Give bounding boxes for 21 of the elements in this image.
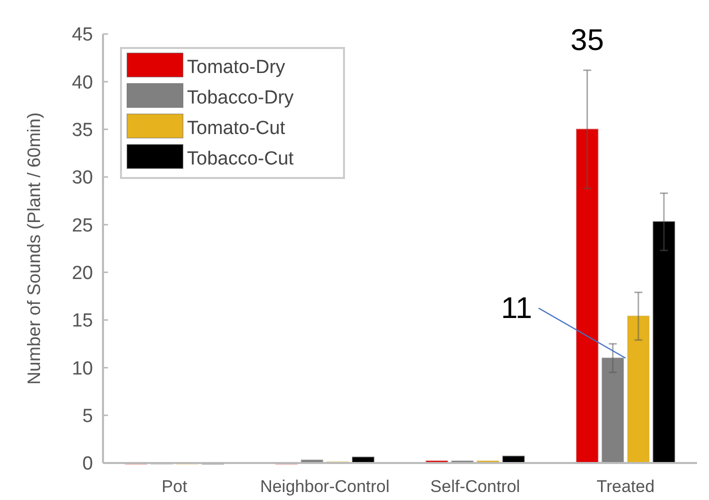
y-tick-label: 20 [72,262,93,284]
x-tick-label: Neighbor-Control [260,477,390,496]
legend-label: Tomato-Cut [187,118,286,139]
y-tick-label: 25 [72,215,93,236]
y-tick-label: 10 [72,358,93,380]
legend-label: Tobacco-Dry [187,88,294,108]
y-tick-label: 40 [72,72,93,94]
legend-label: Tobacco-Cut [187,148,294,170]
annotation: 35 [570,24,604,58]
y-tick-label: 5 [82,406,93,427]
y-tick-label: 15 [72,310,93,332]
x-tick-label: Pot [162,477,188,496]
annotation: 11 [501,292,532,326]
x-tick-label: Self-Control [430,477,520,496]
y-tick-label: 30 [72,168,93,189]
y-tick-label: 45 [72,24,93,46]
x-tick-label: Treated [596,477,655,496]
y-tick-label: 35 [72,120,93,141]
legend-label: Tomato-Dry [187,57,286,78]
y-tick-label: 0 [82,454,93,475]
y-axis-title: Number of Sounds (Plant / 60min) [24,112,44,385]
